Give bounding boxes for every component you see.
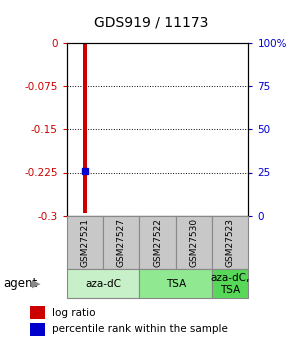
Bar bbox=[83, 43, 87, 213]
Text: GDS919 / 11173: GDS919 / 11173 bbox=[94, 16, 209, 30]
Bar bbox=[30, 306, 45, 319]
Text: TSA: TSA bbox=[166, 279, 186, 289]
Bar bbox=[103, 216, 139, 269]
Text: GSM27523: GSM27523 bbox=[226, 218, 235, 267]
Bar bbox=[212, 269, 248, 298]
Bar bbox=[67, 269, 139, 298]
Text: agent: agent bbox=[3, 277, 37, 290]
Text: GSM27522: GSM27522 bbox=[153, 218, 162, 267]
Text: aza-dC,
TSA: aza-dC, TSA bbox=[211, 273, 250, 295]
Bar bbox=[139, 216, 176, 269]
Text: ▶: ▶ bbox=[32, 279, 41, 289]
Text: log ratio: log ratio bbox=[52, 308, 95, 317]
Bar bbox=[30, 323, 45, 336]
Text: GSM27521: GSM27521 bbox=[80, 218, 89, 267]
Bar bbox=[139, 269, 212, 298]
Bar bbox=[212, 216, 248, 269]
Bar bbox=[67, 216, 103, 269]
Bar bbox=[176, 216, 212, 269]
Text: GSM27530: GSM27530 bbox=[189, 218, 198, 267]
Text: aza-dC: aza-dC bbox=[85, 279, 121, 289]
Text: percentile rank within the sample: percentile rank within the sample bbox=[52, 324, 228, 334]
Text: GSM27527: GSM27527 bbox=[117, 218, 126, 267]
